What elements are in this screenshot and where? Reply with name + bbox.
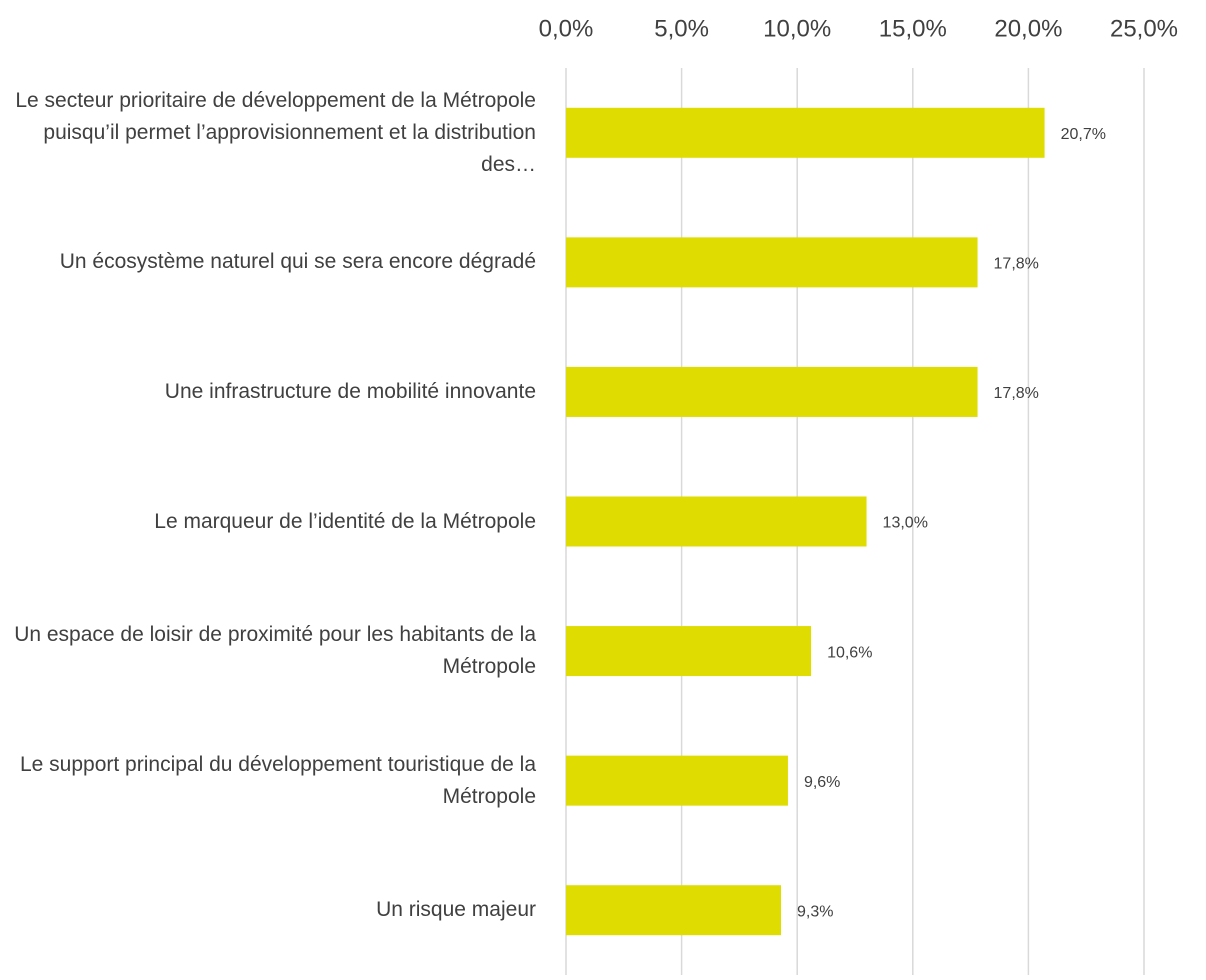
bar — [566, 366, 978, 417]
y-tick-label: Un écosystème naturel qui se sera encore… — [59, 250, 536, 274]
data-label: 20,7% — [1061, 126, 1106, 143]
data-label: 17,8% — [994, 385, 1039, 402]
data-label: 10,6% — [827, 644, 872, 661]
x-tick-label: 20,0% — [994, 15, 1062, 42]
bar — [566, 885, 782, 936]
x-tick-label: 0,0% — [539, 15, 594, 42]
bar — [566, 626, 812, 677]
y-tick-label: Une infrastructure de mobilité innovante — [164, 379, 536, 403]
data-label: 17,8% — [994, 256, 1039, 273]
y-tick-label: Le secteur prioritaire de développement … — [15, 88, 536, 176]
x-tick-label: 15,0% — [879, 15, 947, 42]
y-tick-label: Le marqueur de l’identité de la Métropol… — [154, 509, 536, 533]
x-tick-label: 10,0% — [763, 15, 831, 42]
y-tick-label: Un espace de loisir de proximité pour le… — [14, 623, 536, 679]
y-tick-label: Le support principal du développement to… — [19, 752, 536, 808]
data-label: 9,6% — [804, 774, 840, 791]
x-tick-label: 25,0% — [1110, 15, 1178, 42]
bar — [566, 496, 867, 547]
y-tick-label: Un risque majeur — [376, 898, 536, 922]
bar — [566, 237, 978, 288]
bar — [566, 107, 1045, 158]
x-tick-label: 5,0% — [654, 15, 709, 42]
data-label: 13,0% — [883, 515, 928, 532]
data-label: 9,3% — [797, 903, 833, 920]
bar — [566, 755, 788, 806]
